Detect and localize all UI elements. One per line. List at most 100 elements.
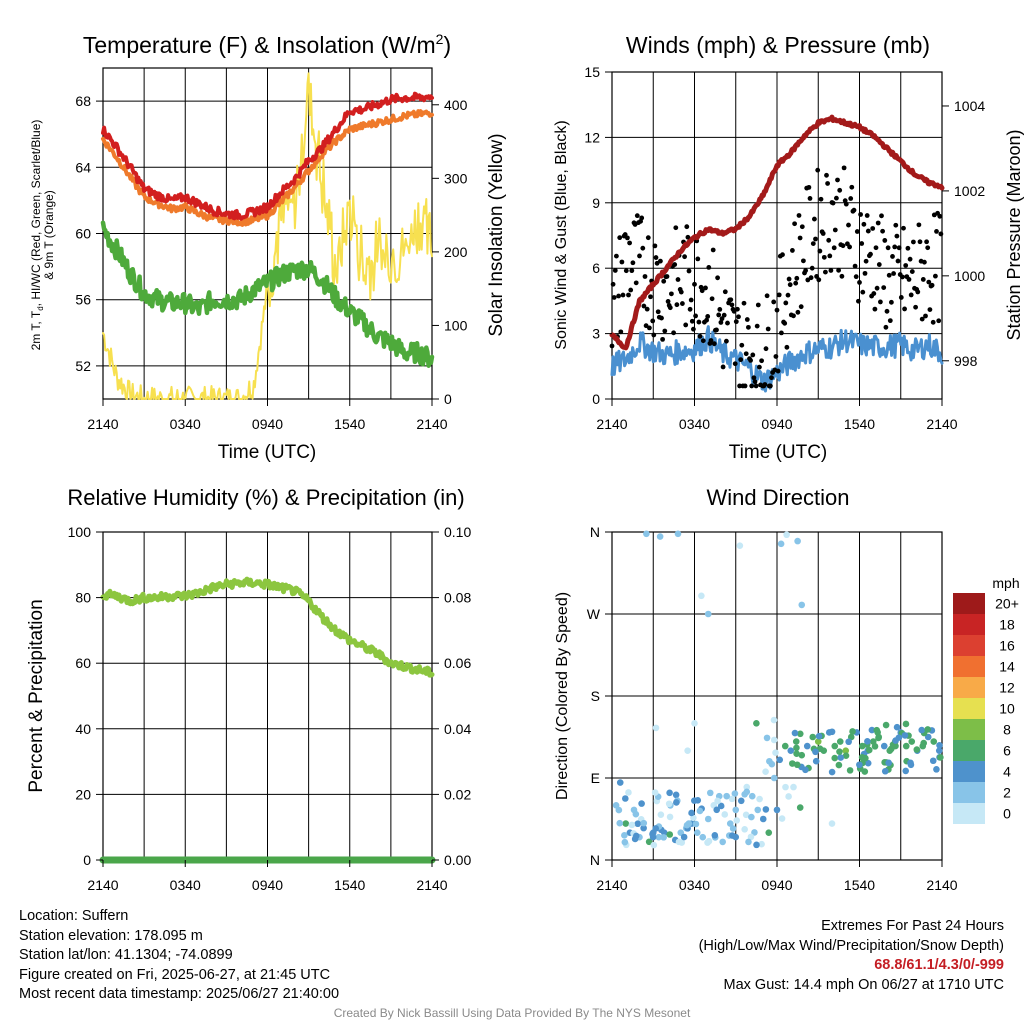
gust-point [625, 235, 630, 241]
direction-point [892, 737, 899, 744]
y-tick-label: 68 [75, 93, 91, 109]
y-tick-label: 9 [592, 195, 600, 211]
direction-point [672, 791, 680, 799]
direction-panel-title: Wind Direction [706, 485, 849, 510]
direction-point [753, 841, 760, 849]
gust-point [930, 319, 936, 325]
gust-point [873, 245, 879, 251]
gust-point [706, 265, 712, 270]
gust-point [794, 275, 800, 281]
gust-point [801, 258, 806, 264]
direction-point [714, 797, 721, 805]
direction-point [831, 754, 839, 762]
gust-point [611, 295, 617, 300]
station-elevation: Station elevation: 178.095 m [19, 927, 203, 944]
direction-point [901, 732, 909, 739]
gust-point [854, 229, 860, 234]
direction-point [729, 832, 736, 839]
direction-point [638, 800, 645, 807]
dewpoint-line [100, 220, 435, 368]
direction-point [666, 813, 674, 821]
gust-point [901, 225, 906, 231]
direction-point [902, 720, 910, 728]
gust-point [879, 213, 884, 219]
speed-legend: mph 20+ 18 16 14 12 10 8 6 4 2 0 [953, 575, 1020, 824]
y2-tick-label: 1004 [954, 98, 985, 114]
y2-tick-label: 100 [444, 317, 468, 333]
gust-point [651, 332, 657, 338]
gust-point [784, 344, 790, 350]
gust-point [669, 291, 674, 297]
y2-tick-label: 0.08 [444, 590, 471, 606]
gust-point [614, 253, 619, 259]
direction-point [768, 760, 776, 768]
direction-point [793, 761, 801, 769]
gust-point [661, 278, 667, 284]
y-tick-label: W [587, 606, 601, 622]
gust-point [875, 220, 881, 226]
gust-point [799, 224, 805, 230]
x-tick-label: 1540 [844, 416, 875, 432]
extremes-values: 68.8/61.1/4.3/0/-999 [874, 957, 1004, 973]
gust-point [934, 228, 939, 234]
y-tick-label: 52 [75, 358, 91, 374]
gust-point [880, 228, 885, 234]
extremes-title: Extremes For Past 24 Hours [821, 918, 1004, 934]
gust-point [892, 244, 898, 250]
gust-point [762, 382, 768, 387]
gust-point [848, 196, 854, 201]
gust-point [620, 292, 626, 298]
direction-point [742, 811, 750, 819]
direction-point [814, 738, 822, 745]
direction-point [868, 726, 876, 734]
direction-point [930, 738, 938, 745]
gust-point [841, 165, 847, 171]
direction-point [632, 810, 640, 818]
wind-ylabel-right: Station Pressure (Maroon) [1004, 129, 1024, 340]
gust-point [793, 280, 799, 286]
figure-created: Figure created on Fri, 2025-06-27, at 21… [19, 966, 331, 983]
gust-point [864, 213, 870, 218]
gust-point [732, 361, 738, 367]
gust-point [852, 263, 858, 269]
wind-panel-title: Winds (mph) & Pressure (mb) [626, 32, 930, 58]
gust-point [837, 187, 843, 193]
direction-point [616, 819, 624, 827]
direction-point [745, 838, 752, 846]
gust-point [705, 314, 711, 319]
gust-point [640, 245, 646, 251]
gust-point [769, 375, 774, 381]
gust-point [729, 302, 735, 308]
gust-point [885, 245, 891, 251]
direction-point [698, 592, 705, 600]
direction-point [763, 734, 771, 742]
y2-tick-label: 1002 [954, 183, 985, 199]
gust-point [743, 351, 749, 357]
gust-point [754, 323, 760, 329]
x-tick-label: 0340 [170, 416, 201, 432]
direction-point [737, 797, 745, 805]
gust-point [617, 235, 623, 241]
gust-point [715, 275, 720, 281]
gust-point [665, 299, 671, 304]
gust-point [874, 285, 880, 291]
gust-point [868, 251, 873, 257]
direction-point [688, 809, 695, 817]
gust-point [858, 212, 863, 217]
credit-line: Created By Nick Bassill Using Data Provi… [333, 1006, 691, 1020]
gust-point [653, 255, 659, 260]
direction-point [704, 610, 712, 618]
gust-point [843, 201, 849, 207]
direction-point [731, 790, 739, 797]
gust-point [763, 346, 769, 352]
gust-point [634, 213, 640, 219]
direction-point [622, 820, 630, 827]
gust-point [938, 231, 944, 237]
direction-point [756, 795, 763, 803]
y2-tick-label: 0 [444, 391, 452, 407]
gust-point [659, 315, 664, 321]
gust-point [721, 312, 727, 318]
y2-tick-label: 1000 [954, 268, 985, 284]
gust-point [771, 299, 777, 305]
gust-point [915, 289, 921, 295]
